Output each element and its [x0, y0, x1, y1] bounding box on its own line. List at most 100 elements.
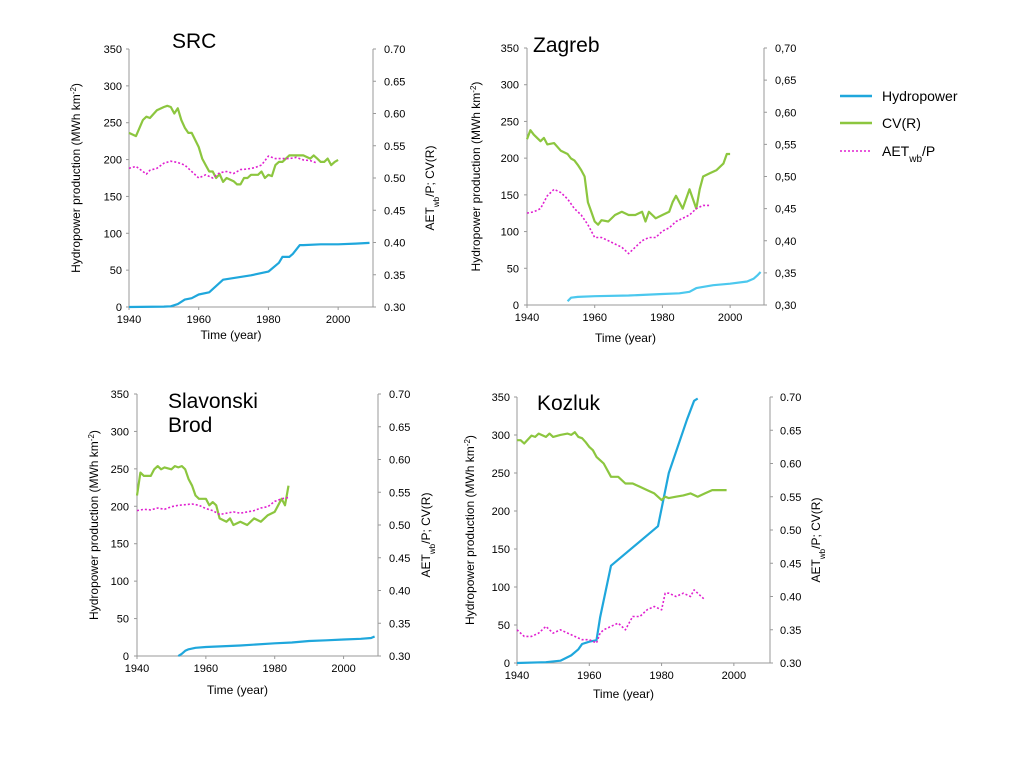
chart-kozluk: 0 50 100 150 200 250 300 350 0.30 0.35 0.40 0.45 0.5… [463, 392, 827, 701]
x-axis-label: Time (year) [201, 328, 262, 342]
left-tick-label: 350 [111, 389, 129, 401]
left-tick-label: 50 [498, 620, 510, 632]
right-tick-label: 0.70 [384, 44, 405, 56]
right-tick-label: 0.50 [384, 173, 405, 185]
left-tick-label: 350 [104, 44, 122, 56]
right-tick-label: 0.40 [780, 592, 801, 604]
left-y-axis-label: Hydropower production (MWh km-2) [87, 430, 102, 620]
left-tick-label: 100 [501, 227, 519, 239]
right-tick-label: 0.50 [780, 525, 801, 537]
right-tick-label: 0.55 [384, 141, 405, 153]
left-tick-label: 100 [111, 576, 129, 588]
x-axis-label: Time (year) [207, 683, 268, 697]
right-y-axis-label: AETwb/P; CV(R) [423, 146, 441, 231]
right-tick-label: 0,65 [775, 75, 796, 87]
legend-label-aet: AETwb/P [882, 143, 935, 165]
left-tick-label: 300 [104, 81, 122, 93]
x-tick-label: 1960 [186, 314, 210, 326]
left-tick-label: 50 [117, 614, 129, 626]
left-tick-label: 250 [111, 464, 129, 476]
x-axis-label: Time (year) [593, 687, 654, 701]
left-tick-label: 250 [492, 468, 510, 480]
x-tick-label: 1960 [194, 663, 218, 675]
right-tick-label: 0.50 [389, 520, 410, 532]
right-tick-label: 0.60 [780, 459, 801, 471]
series-line-aet [128, 155, 318, 179]
series-line-hydro [128, 241, 370, 309]
left-tick-label: 150 [501, 190, 519, 202]
series-line-cv [517, 431, 727, 502]
left-tick-label: 100 [104, 228, 122, 240]
left-tick-label: 250 [104, 118, 122, 130]
legend: Hydropower CV(R) AETwb/P [840, 88, 958, 165]
series-line-hydro [516, 397, 699, 665]
left-tick-label: 150 [104, 191, 122, 203]
chart-title-line: Slavonski [168, 390, 258, 413]
series-line-cv [525, 129, 731, 226]
right-y-axis-label: AETwb/P; CV(R) [809, 498, 827, 583]
right-tick-label: 0.40 [384, 238, 405, 250]
right-tick-label: 0,45 [775, 204, 796, 216]
x-tick-label: 1940 [117, 314, 141, 326]
left-tick-label: 0 [116, 302, 122, 314]
right-tick-label: 0.65 [389, 422, 410, 434]
right-tick-label: 0.60 [384, 109, 405, 121]
x-tick-label: 1940 [505, 670, 529, 682]
right-tick-label: 0,60 [775, 107, 796, 119]
right-tick-label: 0.35 [780, 625, 801, 637]
chart-title: SRC [172, 30, 216, 53]
right-tick-label: 0.30 [780, 658, 801, 670]
x-tick-label: 2000 [718, 312, 742, 324]
right-tick-label: 0.55 [780, 492, 801, 504]
right-tick-label: 0,35 [775, 268, 796, 280]
chart-title-line: Brod [168, 414, 212, 437]
right-tick-label: 0.40 [389, 586, 410, 598]
right-tick-label: 0.45 [384, 205, 405, 217]
series-line-hydro [566, 271, 762, 303]
right-tick-label: 0.65 [780, 425, 801, 437]
left-tick-label: 50 [507, 263, 519, 275]
x-axis-label: Time (year) [595, 331, 656, 345]
x-tick-label: 1980 [262, 663, 286, 675]
right-tick-label: 0.70 [780, 392, 801, 404]
left-y-axis-label: Hydropower production (MWh km-2) [469, 82, 484, 272]
right-tick-label: 0.35 [384, 270, 405, 282]
right-y-axis-label: AETwb/P; CV(R) [419, 493, 437, 578]
x-tick-label: 2000 [326, 314, 350, 326]
right-tick-label: 0.45 [389, 553, 410, 565]
left-y-axis-label: Hydropower production (MWh km-2) [69, 83, 84, 273]
left-tick-label: 200 [492, 506, 510, 518]
chart-title: Zagreb [533, 34, 600, 57]
right-tick-label: 0,30 [775, 300, 796, 312]
chart-src: 0 50 100 150 200 250 300 350 0.30 0.35 0.40 0.45 0.5… [69, 30, 441, 342]
series-line-aet [516, 589, 706, 644]
left-tick-label: 200 [104, 155, 122, 167]
x-tick-label: 1980 [649, 670, 673, 682]
right-tick-label: 0,40 [775, 236, 796, 248]
left-tick-label: 300 [501, 80, 519, 92]
right-tick-label: 0.70 [389, 389, 410, 401]
chart-slavonski: 0 50 100 150 200 250 300 350 0.30 0.35 0.40 0.45 0.5… [87, 389, 437, 697]
right-tick-label: 0.60 [389, 455, 410, 467]
right-tick-label: 0,50 [775, 172, 796, 184]
x-tick-label: 2000 [722, 670, 746, 682]
right-tick-label: 0,70 [775, 43, 796, 55]
series-line-hydro [177, 635, 376, 657]
left-tick-label: 350 [492, 392, 510, 404]
right-tick-label: 0.55 [389, 487, 410, 499]
x-tick-label: 1940 [515, 312, 539, 324]
right-tick-label: 0.45 [780, 558, 801, 570]
left-tick-label: 250 [501, 116, 519, 128]
x-tick-label: 1980 [256, 314, 280, 326]
legend-label-cv: CV(R) [882, 115, 921, 131]
left-tick-label: 300 [492, 430, 510, 442]
x-tick-label: 1960 [582, 312, 606, 324]
series-line-cv [128, 104, 339, 186]
left-tick-label: 0 [123, 651, 129, 663]
left-tick-label: 200 [111, 501, 129, 513]
left-tick-label: 150 [492, 544, 510, 556]
left-tick-label: 350 [501, 43, 519, 55]
left-tick-label: 0 [504, 658, 510, 670]
left-tick-label: 200 [501, 153, 519, 165]
x-tick-label: 1960 [577, 670, 601, 682]
